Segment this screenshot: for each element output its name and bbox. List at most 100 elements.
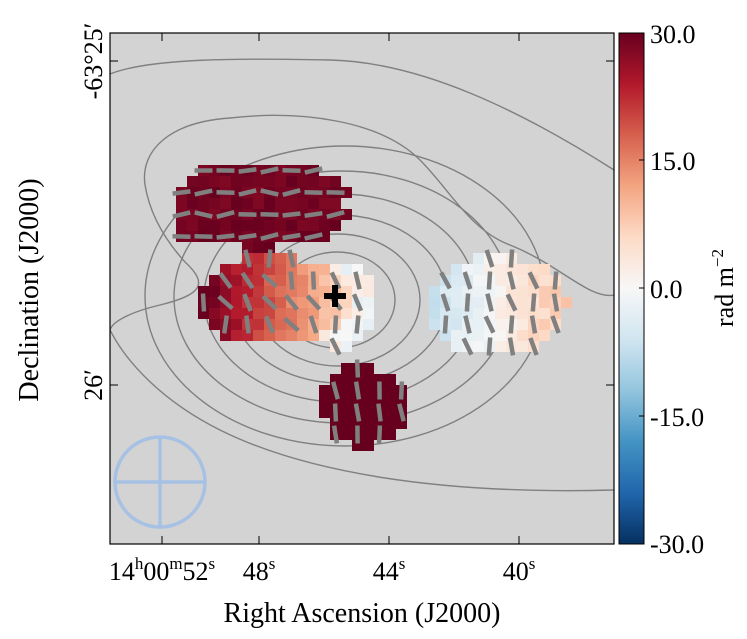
- rm-pixel: [440, 308, 451, 319]
- rm-pixel: [231, 275, 242, 286]
- contour-outer: [110, 58, 614, 492]
- rm-pixel: [187, 187, 198, 198]
- x-tick-label-48: 48s: [243, 554, 276, 586]
- rm-pixel: [308, 286, 319, 297]
- polarization-vector: [376, 403, 383, 422]
- rm-pixel: [341, 341, 352, 352]
- rm-pixel: [176, 198, 187, 209]
- x-axis-label: Right Ascension (J2000): [224, 598, 501, 629]
- polarization-vector: [218, 271, 233, 290]
- polarization-vector: [329, 337, 342, 356]
- polarization-vector: [440, 293, 451, 312]
- rm-pixel: [539, 275, 550, 286]
- rm-pixel: [297, 264, 308, 275]
- rm-pixel: [253, 330, 264, 341]
- rm-pixel: [539, 264, 550, 275]
- rm-pixel: [187, 231, 198, 242]
- rm-pixel: [517, 319, 528, 330]
- colorbar-tick-label: -15.0: [650, 403, 704, 432]
- rm-pixel: [341, 286, 352, 297]
- y-axis-label: Declination (J2000): [14, 178, 45, 401]
- polarization-vector: [261, 272, 278, 289]
- x-tick-label-52: 14h00m52s: [109, 554, 215, 586]
- rm-pixel: [231, 308, 242, 319]
- rm-pixel: [495, 341, 506, 352]
- colorbar-tick-label: 15.0: [650, 147, 696, 176]
- rm-pixel: [231, 176, 242, 187]
- polarization-vector: [287, 249, 296, 268]
- rm-pixel: [517, 286, 528, 297]
- y-tick-label-26: 26′: [79, 369, 108, 401]
- rm-pixel: [187, 198, 198, 209]
- rm-pixel: [528, 286, 539, 297]
- rm-pixel: [231, 330, 242, 341]
- polarization-vector: [308, 315, 319, 334]
- rm-pixel: [440, 286, 451, 297]
- rm-pixel: [363, 297, 374, 308]
- rm-pixel: [319, 330, 330, 341]
- polarization-vector: [507, 271, 516, 290]
- rm-pixel: [539, 286, 550, 297]
- rm-pixel: [231, 165, 242, 176]
- rm-pixel: [275, 198, 286, 209]
- rm-pixel: [330, 308, 341, 319]
- rm-pixel: [231, 198, 242, 209]
- rm-pixel: [341, 385, 352, 396]
- rm-pixel: [209, 220, 220, 231]
- rm-pixel: [209, 286, 220, 297]
- rm-pixel: [242, 198, 253, 209]
- rm-pixel: [473, 341, 484, 352]
- rm-pixel: [341, 187, 352, 198]
- rm-pixel: [341, 396, 352, 407]
- rm-pixel: [209, 198, 220, 209]
- rm-pixel: [539, 330, 550, 341]
- rm-pixel: [264, 286, 275, 297]
- polarization-vector: [238, 188, 257, 197]
- polarization-vector: [304, 232, 323, 241]
- polarization-vector: [216, 189, 235, 196]
- rm-pixel: [440, 330, 451, 341]
- rm-pixel: [242, 330, 253, 341]
- rm-pixel: [495, 275, 506, 286]
- rm-pixel: [231, 286, 242, 297]
- polarization-vector: [260, 211, 279, 218]
- rm-pixel: [275, 286, 286, 297]
- rm-pixel: [253, 297, 264, 308]
- polarization-vector: [260, 232, 279, 241]
- rm-pixel: [341, 374, 352, 385]
- rm-pixel: [352, 418, 363, 429]
- polarization-vector: [194, 188, 213, 197]
- polarization-vector: [221, 315, 230, 334]
- rm-pixel: [231, 319, 242, 330]
- polarization-vector: [244, 315, 251, 334]
- rm-pixel: [209, 209, 220, 220]
- polarization-vector: [329, 271, 342, 290]
- rm-pixel: [385, 429, 396, 440]
- polarization-vector: [461, 337, 474, 356]
- rm-pixel: [319, 187, 330, 198]
- rm-pixel: [363, 319, 374, 330]
- rm-pixel: [264, 220, 275, 231]
- rm-pixel: [253, 198, 264, 209]
- rm-pixel: [462, 330, 473, 341]
- polarization-vector: [238, 232, 257, 241]
- rm-pixel: [484, 330, 495, 341]
- polarization-vector: [552, 271, 559, 290]
- rm-pixel: [495, 308, 506, 319]
- rm-pixel: [319, 319, 330, 330]
- rm-pixel: [319, 176, 330, 187]
- rm-pixel: [341, 418, 352, 429]
- polarization-vector: [353, 381, 362, 400]
- polarization-vector: [527, 271, 540, 290]
- rm-pixel: [363, 308, 374, 319]
- polarization-vector: [551, 293, 560, 312]
- rm-pixel: [363, 396, 374, 407]
- core-cross-marker: [324, 285, 346, 307]
- rm-pixel: [341, 363, 352, 374]
- rm-pixel: [473, 264, 484, 275]
- rm-pixel: [473, 308, 484, 319]
- polarization-vector: [216, 210, 235, 219]
- colorbar-tick-label: 0.0: [650, 275, 683, 304]
- rm-pixel: [506, 264, 517, 275]
- rm-pixel: [330, 330, 341, 341]
